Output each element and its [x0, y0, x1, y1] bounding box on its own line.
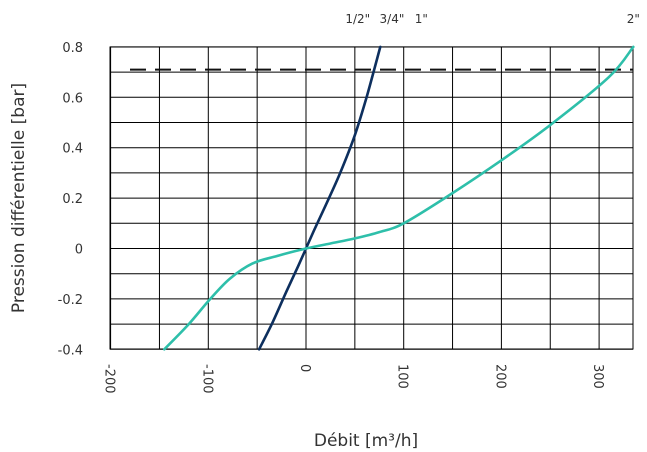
y-tick-label: -0.2 [58, 293, 83, 308]
top-size-label: 2" [627, 12, 640, 26]
x-tick-label: 0 [297, 364, 312, 372]
grid [109, 46, 634, 350]
top-size-label: 3/4" [380, 12, 405, 26]
y-tick-label: 0 [75, 243, 83, 258]
y-tick-label: 0.6 [62, 91, 83, 106]
series-line-1 [257, 45, 382, 351]
top-size-labels: 1/2" 3/4" 1" 2" [345, 12, 640, 26]
plot-frame [109, 46, 634, 350]
x-tick-labels: -200 -100 0 100 200 300 [102, 364, 605, 394]
x-tick-label: -200 [102, 364, 117, 394]
y-tick-labels: 0.8 0.6 0.4 0.2 0 -0.2 -0.4 [58, 41, 83, 358]
y-tick-label: 0.2 [62, 192, 83, 207]
x-tick-label: 200 [492, 364, 507, 389]
top-size-label: 1" [415, 12, 428, 26]
top-size-label: 1/2" [345, 12, 370, 26]
x-tick-label: -100 [199, 364, 214, 394]
y-tick-label: 0.8 [62, 41, 83, 56]
series-line-2 [163, 45, 635, 351]
y-tick-label: 0.4 [62, 142, 83, 157]
x-tick-label: 300 [590, 364, 605, 389]
x-axis-label: Débit [m³/h] [314, 431, 418, 451]
y-axis-label: Pression différentielle [bar] [9, 83, 29, 313]
x-tick-label: 100 [395, 364, 410, 389]
series-group [163, 45, 635, 351]
y-tick-label: -0.4 [58, 343, 83, 358]
